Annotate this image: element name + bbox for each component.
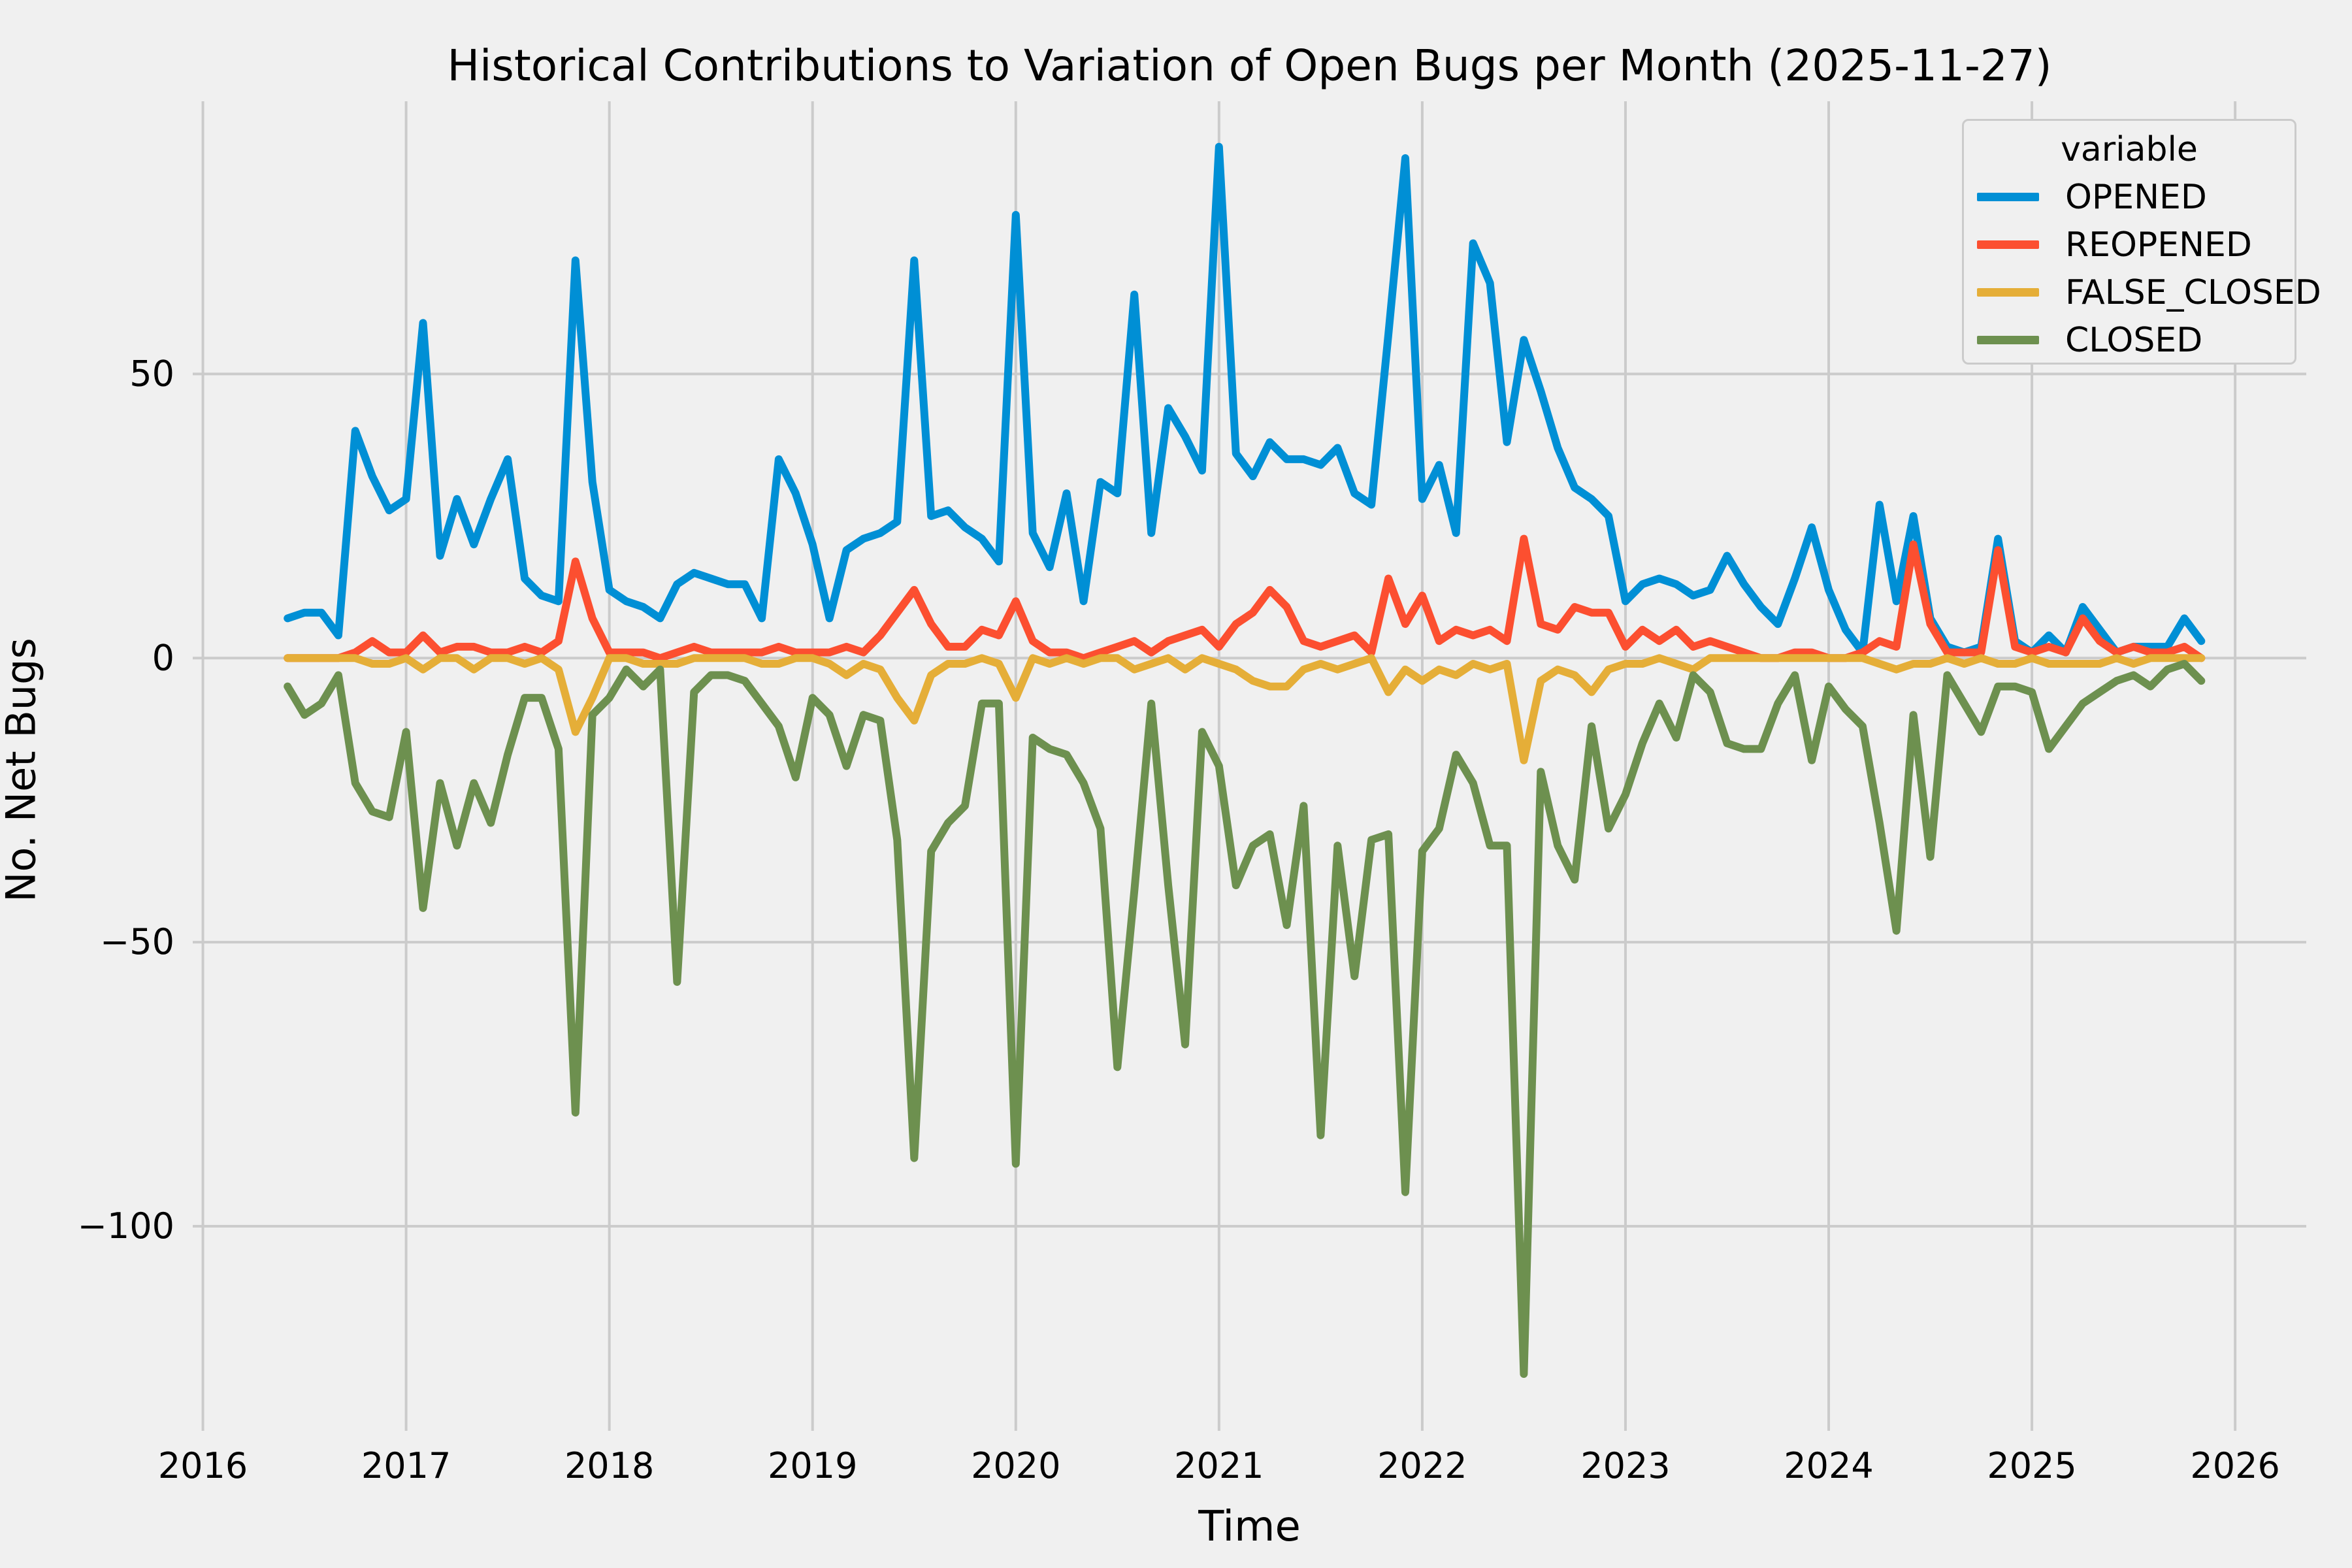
legend-label: CLOSED xyxy=(2065,320,2203,360)
line-closed xyxy=(284,660,2206,1378)
legend-label: REOPENED xyxy=(2065,225,2252,265)
line-reopened xyxy=(284,534,2206,662)
x-tick-label: 2022 xyxy=(1377,1445,1467,1486)
y-tick-label: −100 xyxy=(78,1205,174,1247)
x-axis-label: Time xyxy=(1198,1503,1301,1551)
legend-title: variable xyxy=(2061,130,2198,169)
closed-line-swatch xyxy=(1977,336,2039,344)
legend-label: OPENED xyxy=(2065,177,2207,217)
chart-title: Historical Contributions to Variation of… xyxy=(447,41,2052,91)
legend-label: FALSE_CLOSED xyxy=(2065,272,2321,312)
x-tick-label: 2023 xyxy=(1580,1445,1670,1486)
line-false_closed xyxy=(284,654,2206,764)
reopened-line-swatch xyxy=(1977,240,2039,249)
y-tick-label: −50 xyxy=(100,921,174,962)
x-tick-label: 2017 xyxy=(361,1445,451,1486)
x-tick-label: 2016 xyxy=(158,1445,248,1486)
x-tick-label: 2018 xyxy=(564,1445,654,1486)
legend-item-false-closed: FALSE_CLOSED xyxy=(1964,269,2321,316)
x-tick-label: 2021 xyxy=(1174,1445,1264,1486)
legend-item-reopened: REOPENED xyxy=(1964,221,2295,269)
line-opened xyxy=(284,142,2206,657)
x-tick-label: 2019 xyxy=(768,1445,857,1486)
x-tick-label: 2026 xyxy=(2190,1445,2279,1486)
y-tick-label: 50 xyxy=(129,353,174,394)
legend-item-closed: CLOSED xyxy=(1964,316,2295,364)
x-tick-label: 2025 xyxy=(1987,1445,2076,1486)
legend-item-opened: OPENED xyxy=(1964,173,2295,221)
false-closed-line-swatch xyxy=(1977,288,2039,297)
opened-line-swatch xyxy=(1977,193,2039,201)
x-tick-label: 2020 xyxy=(971,1445,1060,1486)
x-tick-label: 2024 xyxy=(1784,1445,1873,1486)
y-tick-label: 0 xyxy=(152,637,174,678)
legend: variable OPENED REOPENED FALSE_CLOSED CL… xyxy=(1962,119,2321,365)
